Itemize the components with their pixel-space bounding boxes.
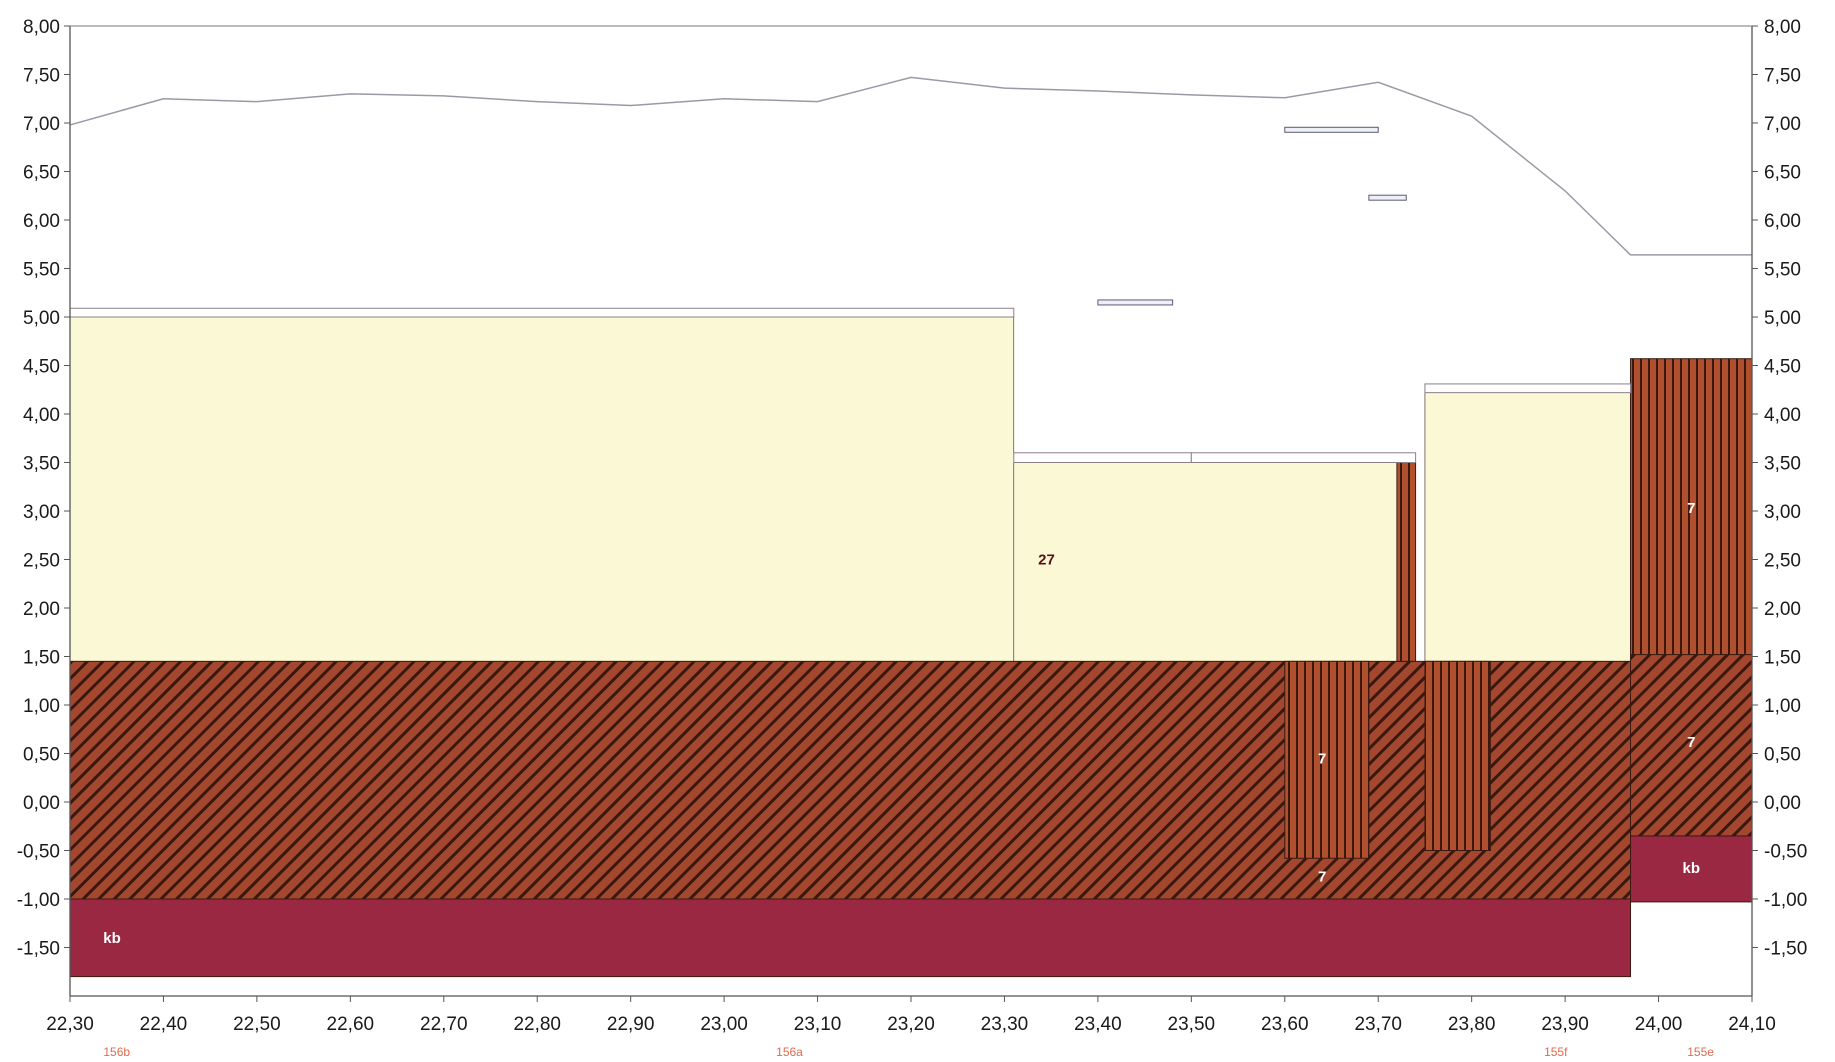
- layer-label-0: 27: [1038, 552, 1055, 569]
- top-strip-2: [1190, 452, 1417, 463]
- y-tick-label-right-11: 2,50: [1764, 551, 1801, 572]
- layer-vertical-8: [1630, 358, 1753, 656]
- borehole-labels: 156b 156a 155f 155e: [103, 1045, 1714, 1059]
- y-tick-label-right-18: -1,00: [1764, 890, 1807, 911]
- layer-label-2: 7: [1318, 869, 1326, 886]
- y-tick-label-left-7: 4,50: [23, 357, 60, 378]
- y-tick-label-right-10: 3,00: [1764, 502, 1801, 523]
- y-tick-label-left-18: -1,00: [17, 890, 60, 911]
- layer-label-1: 7: [1318, 750, 1326, 767]
- x-tick-label-14: 23,70: [1354, 1014, 1402, 1035]
- y-tick-label-right-13: 1,50: [1764, 648, 1801, 669]
- x-tick-label-1: 22,40: [140, 1014, 188, 1035]
- level-marker-1: [1284, 126, 1379, 133]
- y-tick-label-left-9: 3,50: [23, 454, 60, 475]
- x-tick-label-16: 23,90: [1541, 1014, 1589, 1035]
- y-tick-label-left-14: 1,00: [23, 696, 60, 717]
- y-tick-label-left-13: 1,50: [23, 648, 60, 669]
- layer-label-3: 7: [1687, 500, 1695, 517]
- y-tick-label-right-5: 5,50: [1764, 260, 1801, 281]
- x-tick-label-0: 22,30: [46, 1014, 94, 1035]
- y-tick-label-right-1: 7,50: [1764, 66, 1801, 87]
- layer-solid-9: [69, 898, 1632, 978]
- layer-label-4: 7: [1687, 734, 1695, 751]
- layer-diagonal-3: [69, 660, 1632, 900]
- y-tick-label-left-15: 0,50: [23, 745, 60, 766]
- x-tick-label-3: 22,60: [327, 1014, 375, 1035]
- y-tick-label-left-2: 7,00: [23, 114, 60, 135]
- y-tick-label-right-0: 8,00: [1764, 17, 1801, 38]
- layer-vertical-7: [1396, 462, 1417, 662]
- surface-line-group: [69, 76, 1752, 256]
- x-tick-label-18: 24,10: [1728, 1014, 1776, 1035]
- layer-label-6: kb: [1683, 860, 1701, 877]
- borehole-label-1: 156a: [776, 1045, 803, 1059]
- x-tick-label-13: 23,60: [1261, 1014, 1309, 1035]
- y-tick-label-right-14: 1,00: [1764, 696, 1801, 717]
- y-tick-label-left-17: -0,50: [17, 842, 60, 863]
- y-tick-label-right-2: 7,00: [1764, 114, 1801, 135]
- layer-solid-10: [1630, 835, 1753, 903]
- x-tick-label-10: 23,30: [981, 1014, 1029, 1035]
- x-tick-label-2: 22,50: [233, 1014, 281, 1035]
- x-tick-label-15: 23,80: [1448, 1014, 1496, 1035]
- layer-vertical-5: [1284, 660, 1370, 859]
- y-tick-label-right-8: 4,00: [1764, 405, 1801, 426]
- y-tick-label-right-12: 2,00: [1764, 599, 1801, 620]
- x-tick-label-9: 23,20: [887, 1014, 935, 1035]
- y-tick-label-left-11: 2,50: [23, 551, 60, 572]
- y-tick-label-right-7: 4,50: [1764, 357, 1801, 378]
- y-tick-label-right-16: 0,00: [1764, 793, 1801, 814]
- borehole-label-0: 156b: [103, 1045, 130, 1059]
- y-tick-label-right-17: -0,50: [1764, 842, 1807, 863]
- x-tick-label-12: 23,50: [1168, 1014, 1216, 1035]
- x-tick-label-8: 23,10: [794, 1014, 842, 1035]
- top-strip-3: [1424, 383, 1632, 394]
- layer-label-5: kb: [103, 930, 121, 947]
- y-tick-label-left-5: 5,50: [23, 260, 60, 281]
- x-tick-label-5: 22,80: [513, 1014, 561, 1035]
- y-tick-label-left-1: 7,50: [23, 66, 60, 87]
- level-markers: [1097, 126, 1407, 306]
- y-tick-label-right-9: 3,50: [1764, 454, 1801, 475]
- y-tick-label-left-3: 6,50: [23, 163, 60, 184]
- y-tick-label-left-19: -1,50: [17, 939, 60, 960]
- x-tick-label-4: 22,70: [420, 1014, 468, 1035]
- y-tick-label-right-19: -1,50: [1764, 939, 1807, 960]
- y-tick-label-right-15: 0,50: [1764, 745, 1801, 766]
- y-tick-label-left-4: 6,00: [23, 211, 60, 232]
- soil-layers: [69, 316, 1753, 978]
- y-tick-label-right-6: 5,00: [1764, 308, 1801, 329]
- y-tick-label-left-8: 4,00: [23, 405, 60, 426]
- layer-fill-2: [1424, 392, 1631, 662]
- layer-labels: 27 7 7 7 7 kb kb: [103, 500, 1700, 947]
- y-tick-label-left-10: 3,00: [23, 502, 60, 523]
- y-tick-label-left-6: 5,00: [23, 308, 60, 329]
- borehole-label-3: 155e: [1687, 1045, 1714, 1059]
- y-tick-label-left-16: 0,00: [23, 793, 60, 814]
- borehole-label-2: 155f: [1544, 1045, 1568, 1059]
- level-marker-0: [1097, 299, 1174, 306]
- y-tick-label-right-4: 6,00: [1764, 211, 1801, 232]
- axes: 8,00 8,00 7,50 7,50 7,00 7,00 6,50 6,50 6,00 6,00…: [17, 17, 1808, 1035]
- x-tick-label-11: 23,40: [1074, 1014, 1122, 1035]
- level-marker-2: [1368, 194, 1407, 201]
- surface-line: [69, 76, 1752, 256]
- layer-diagonal-4: [1630, 654, 1753, 837]
- x-tick-label-7: 23,00: [700, 1014, 748, 1035]
- layer-fill-0: [69, 316, 1015, 662]
- layer-fill-1: [1013, 462, 1398, 662]
- top-strip-1: [1013, 452, 1192, 463]
- y-tick-label-left-0: 8,00: [23, 17, 60, 38]
- y-tick-label-right-3: 6,50: [1764, 163, 1801, 184]
- x-tick-label-17: 24,00: [1635, 1014, 1683, 1035]
- y-tick-label-left-12: 2,00: [23, 599, 60, 620]
- x-tick-label-6: 22,90: [607, 1014, 655, 1035]
- layer-vertical-6: [1424, 660, 1491, 851]
- top-strip-0: [69, 307, 1015, 318]
